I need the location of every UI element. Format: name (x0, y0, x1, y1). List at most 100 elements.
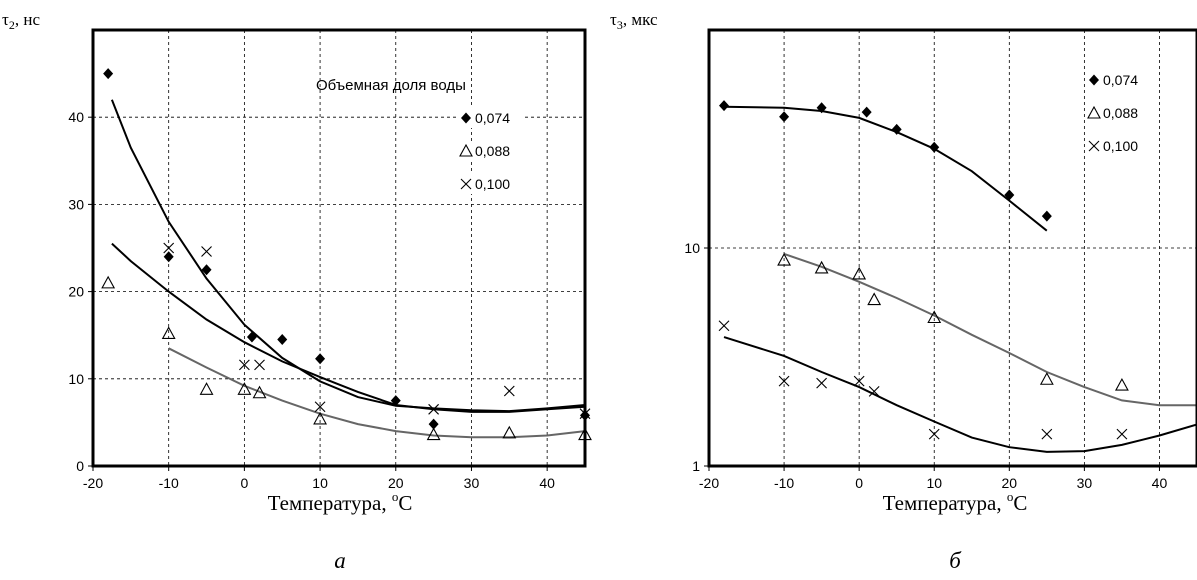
data-point (853, 375, 865, 387)
data-point (502, 425, 517, 439)
grid (93, 30, 585, 466)
data-point (238, 359, 250, 371)
data-point (927, 310, 942, 324)
series-2-points (101, 275, 592, 441)
legend-marker (461, 112, 471, 124)
x-axis-label: Температура, oC (883, 489, 1028, 515)
legend-bg (1085, 136, 1153, 156)
series-2-points (777, 252, 1129, 391)
data-point (161, 326, 176, 340)
legend-bg (1085, 70, 1153, 90)
fit-curve-3 (111, 242, 586, 413)
y-tick-label: 40 (68, 109, 84, 125)
data-point (929, 141, 940, 153)
data-point (252, 385, 267, 399)
legend-marker (1088, 140, 1100, 152)
legend-marker (459, 143, 473, 157)
data-point (201, 246, 212, 257)
data-point (237, 382, 252, 395)
y-tick-label: 10 (68, 371, 84, 387)
data-point (313, 411, 328, 425)
legend-label: 0,088 (1103, 105, 1138, 121)
plot-frame (91, 28, 587, 468)
fit-curve-2 (168, 347, 586, 439)
panel-label: а (334, 548, 346, 573)
data-point (101, 275, 116, 289)
series-3-points (163, 242, 591, 420)
data-point (1041, 210, 1052, 222)
data-point (1039, 372, 1054, 385)
data-point (163, 251, 174, 263)
data-point (777, 252, 792, 266)
data-point (719, 100, 730, 112)
x-tick-label: -20 (83, 475, 103, 491)
legend-bg (1085, 103, 1153, 123)
data-point (390, 395, 401, 407)
x-tick-label: -10 (159, 475, 179, 491)
y-tick-label: 0 (76, 458, 84, 474)
legend-label: 0,074 (475, 110, 510, 126)
series-3-points (718, 320, 1128, 440)
data-point (428, 403, 440, 415)
legend-marker (1089, 74, 1099, 86)
data-point (199, 382, 214, 395)
data-point (246, 331, 257, 343)
data-point (315, 353, 326, 365)
x-tick-label: -10 (774, 475, 794, 491)
data-point (861, 106, 872, 118)
x-tick-label: -20 (699, 475, 719, 491)
x-tick-label: 0 (855, 475, 863, 491)
legend-marker (460, 178, 472, 190)
x-tick-label: 40 (1152, 475, 1168, 491)
data-point (503, 385, 515, 397)
legend-label: 0,074 (1103, 72, 1138, 88)
data-point (928, 428, 940, 440)
data-point (891, 123, 902, 135)
y-axis-label: τ2, нс (2, 10, 40, 32)
legend-bg (457, 174, 525, 194)
y-tick-label: 10 (684, 240, 700, 256)
legend-marker (1087, 105, 1101, 119)
data-point (1041, 428, 1053, 440)
data-point (852, 266, 867, 280)
data-point (314, 401, 326, 413)
x-tick-label: 20 (1002, 475, 1018, 491)
data-point (868, 385, 880, 397)
chart-panel-2: -20 -10 0 10 20 30 40 1 10 0,074 0,088 0,100 τ3, мкс… (610, 10, 1197, 573)
data-point (816, 102, 827, 114)
panel-label: б (949, 548, 962, 573)
fit-curve-1 (723, 105, 1048, 232)
x-tick-label: 0 (240, 475, 248, 491)
data-point (254, 359, 265, 371)
data-point (1116, 428, 1128, 440)
plot-frame (707, 28, 1197, 468)
series-1-points (719, 100, 1052, 222)
data-point (814, 260, 829, 274)
data-point (867, 292, 882, 306)
legend-bg (457, 141, 525, 161)
data-point (426, 427, 441, 441)
y-tick-label: 1 (692, 458, 700, 474)
data-point (778, 375, 790, 387)
y-axis-label: τ3, мкс (610, 10, 658, 32)
x-tick-label: 30 (464, 475, 480, 491)
x-tick-label: 10 (926, 475, 942, 491)
x-tick-label: 10 (312, 475, 328, 491)
x-axis-label: Температура, oC (268, 489, 413, 515)
data-point (1004, 189, 1015, 201)
data-point (1114, 377, 1129, 391)
legend-label: 0,088 (475, 143, 510, 159)
y-tick-label: 30 (68, 196, 84, 212)
x-tick-label: 40 (539, 475, 555, 491)
data-point (816, 377, 828, 389)
data-point (428, 418, 439, 430)
fit-curve-3 (723, 336, 1197, 453)
legend-bg (457, 108, 525, 128)
data-point (103, 68, 114, 80)
legend-label: 0,100 (1103, 138, 1138, 154)
series-1-points (103, 68, 590, 430)
grid (709, 30, 1197, 466)
legend-title: Объемная доля воды (316, 77, 466, 94)
data-point (718, 320, 730, 332)
